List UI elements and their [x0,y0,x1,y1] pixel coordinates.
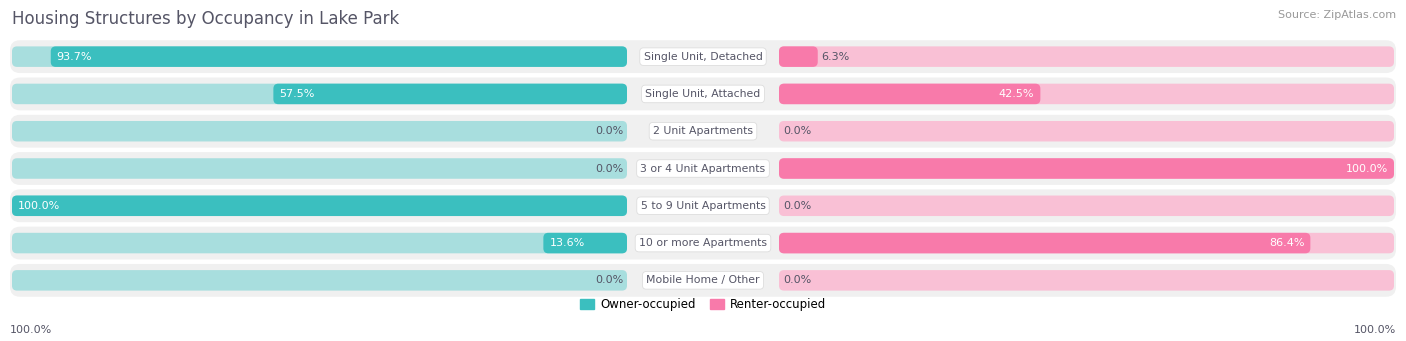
FancyBboxPatch shape [51,46,627,67]
FancyBboxPatch shape [779,195,1393,216]
Text: 100.0%: 100.0% [18,201,60,211]
FancyBboxPatch shape [10,40,1396,73]
Text: 0.0%: 0.0% [595,163,623,174]
FancyBboxPatch shape [779,233,1393,253]
FancyBboxPatch shape [13,195,627,216]
Text: 0.0%: 0.0% [595,275,623,285]
FancyBboxPatch shape [13,233,627,253]
Text: 2 Unit Apartments: 2 Unit Apartments [652,126,754,136]
Text: 86.4%: 86.4% [1268,238,1305,248]
FancyBboxPatch shape [13,195,627,216]
Text: 100.0%: 100.0% [10,325,52,335]
Text: 100.0%: 100.0% [1346,163,1388,174]
FancyBboxPatch shape [10,227,1396,260]
FancyBboxPatch shape [13,84,627,104]
FancyBboxPatch shape [10,152,1396,185]
FancyBboxPatch shape [13,158,627,179]
Text: Housing Structures by Occupancy in Lake Park: Housing Structures by Occupancy in Lake … [13,10,399,28]
FancyBboxPatch shape [10,115,1396,148]
FancyBboxPatch shape [273,84,627,104]
FancyBboxPatch shape [10,189,1396,222]
FancyBboxPatch shape [543,233,627,253]
FancyBboxPatch shape [10,264,1396,297]
FancyBboxPatch shape [779,158,1393,179]
Legend: Owner-occupied, Renter-occupied: Owner-occupied, Renter-occupied [575,294,831,316]
FancyBboxPatch shape [779,270,1393,291]
FancyBboxPatch shape [13,46,627,67]
Text: 10 or more Apartments: 10 or more Apartments [638,238,768,248]
Text: 6.3%: 6.3% [821,51,851,62]
FancyBboxPatch shape [779,158,1393,179]
Text: Mobile Home / Other: Mobile Home / Other [647,275,759,285]
FancyBboxPatch shape [779,84,1393,104]
Text: 5 to 9 Unit Apartments: 5 to 9 Unit Apartments [641,201,765,211]
FancyBboxPatch shape [779,84,1040,104]
Text: 0.0%: 0.0% [783,275,811,285]
FancyBboxPatch shape [13,270,627,291]
Text: 0.0%: 0.0% [595,126,623,136]
FancyBboxPatch shape [779,46,1393,67]
Text: 57.5%: 57.5% [280,89,315,99]
FancyBboxPatch shape [13,121,627,142]
FancyBboxPatch shape [779,46,818,67]
Text: 0.0%: 0.0% [783,201,811,211]
Text: Source: ZipAtlas.com: Source: ZipAtlas.com [1278,10,1396,20]
Text: 93.7%: 93.7% [56,51,93,62]
FancyBboxPatch shape [10,77,1396,110]
Text: Single Unit, Detached: Single Unit, Detached [644,51,762,62]
Text: 42.5%: 42.5% [998,89,1035,99]
Text: 3 or 4 Unit Apartments: 3 or 4 Unit Apartments [641,163,765,174]
Text: 100.0%: 100.0% [1354,325,1396,335]
Text: 0.0%: 0.0% [783,126,811,136]
FancyBboxPatch shape [779,233,1310,253]
FancyBboxPatch shape [779,121,1393,142]
Text: 13.6%: 13.6% [550,238,585,248]
Text: Single Unit, Attached: Single Unit, Attached [645,89,761,99]
